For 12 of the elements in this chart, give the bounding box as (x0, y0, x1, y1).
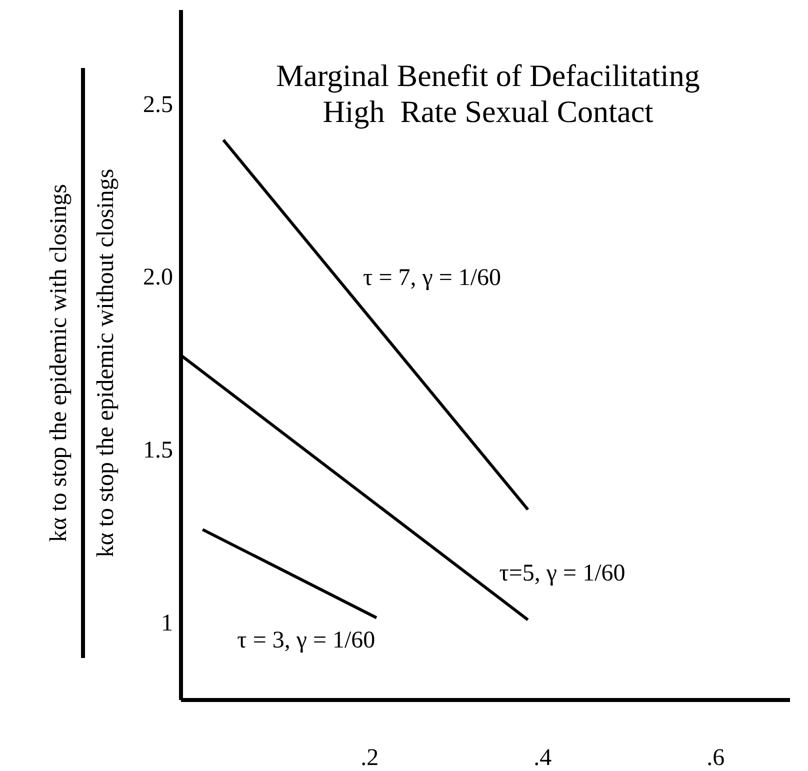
y-tick-label: 2.0 (143, 264, 173, 291)
x-tick-label: .4 (534, 745, 552, 771)
y-tick-label: 2.5 (143, 92, 173, 118)
x-tick-label: .6 (706, 745, 725, 771)
y-tick-label: 1 (161, 610, 173, 636)
y-tick-label: 1.5 (143, 438, 173, 464)
y-axis-title: kα to stop the epidemic with closings kα to stop the epidemic without closings (46, 168, 120, 558)
series-label: τ = 3, γ = 1/60 (237, 627, 376, 654)
text: Marginal Benefit of Defacilitating High Rate Sexual Contact (275, 58, 701, 130)
x-tick-label: .2 (360, 745, 379, 771)
series-label: τ = 7, γ = 1/60 (363, 265, 502, 292)
series-label: τ=5, γ = 1/60 (499, 560, 626, 587)
